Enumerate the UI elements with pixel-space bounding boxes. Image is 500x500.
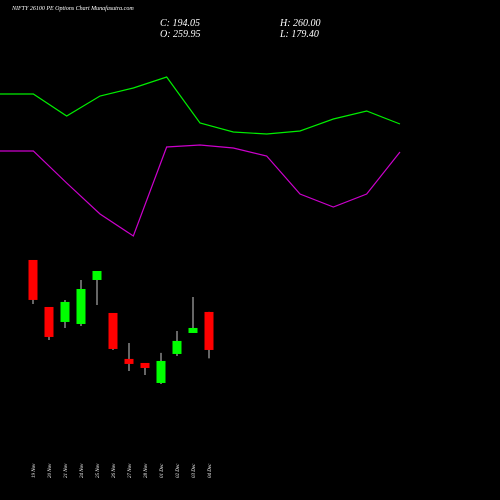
candle-body [92, 270, 102, 280]
candle-body [156, 360, 166, 383]
candle-body [76, 288, 86, 324]
x-tick-label: 19 Nov [32, 463, 37, 478]
ohlc-low: L: 179.40 [279, 29, 319, 40]
candle-body [108, 312, 118, 349]
candle-body [172, 340, 182, 354]
candle-body [124, 358, 134, 364]
candle-body [60, 301, 70, 322]
x-tick-label: 24 Nov [80, 463, 85, 478]
candle-body [44, 306, 54, 337]
indicator-line [0, 76, 401, 135]
ohlc-high: H: 260.00 [279, 18, 321, 29]
x-tick-label: 03 Dec [192, 463, 197, 478]
candle-body [140, 362, 150, 368]
x-tick-label: 01 Dec [160, 463, 165, 478]
ohlc-open: O: 259.95 [160, 29, 201, 40]
x-tick-label: 28 Nov [144, 463, 149, 478]
x-tick-label: 25 Nov [96, 463, 101, 478]
candle-body [188, 327, 198, 333]
x-tick-label: 21 Nov [64, 463, 69, 478]
indicator-line [0, 144, 401, 237]
ohlc-close: C: 194.05 [160, 18, 200, 29]
chart-title: NIFTY 26100 PE Options Chart Munafasutra… [11, 5, 134, 12]
candle-body [204, 311, 214, 350]
x-tick-label: 02 Dec [176, 463, 181, 478]
x-tick-label: 04 Dec [208, 463, 213, 478]
candle-body [28, 259, 38, 300]
x-tick-label: 27 Nov [128, 463, 133, 478]
x-tick-label: 20 Nov [48, 463, 53, 478]
x-tick-label: 26 Nov [112, 463, 117, 478]
